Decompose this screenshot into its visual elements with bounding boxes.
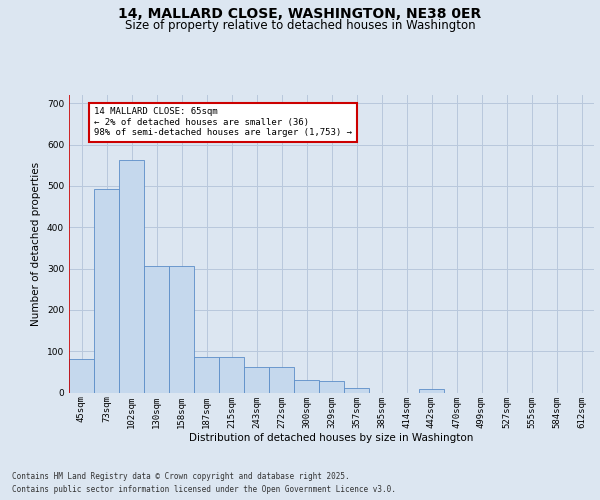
Bar [344, 388, 369, 392]
Bar [144, 266, 169, 392]
Text: Contains HM Land Registry data © Crown copyright and database right 2025.: Contains HM Land Registry data © Crown c… [12, 472, 350, 481]
Bar [94, 189, 119, 392]
Y-axis label: Number of detached properties: Number of detached properties [31, 162, 41, 326]
X-axis label: Distribution of detached houses by size in Washington: Distribution of detached houses by size … [190, 433, 473, 443]
Bar [319, 382, 344, 392]
Text: Size of property relative to detached houses in Washington: Size of property relative to detached ho… [125, 19, 475, 32]
Text: 14 MALLARD CLOSE: 65sqm
← 2% of detached houses are smaller (36)
98% of semi-det: 14 MALLARD CLOSE: 65sqm ← 2% of detached… [94, 108, 352, 137]
Bar [294, 380, 319, 392]
Bar [219, 358, 244, 392]
Bar [269, 367, 294, 392]
Bar [419, 389, 444, 392]
Text: 14, MALLARD CLOSE, WASHINGTON, NE38 0ER: 14, MALLARD CLOSE, WASHINGTON, NE38 0ER [118, 8, 482, 22]
Bar [119, 160, 144, 392]
Bar [244, 367, 269, 392]
Text: Contains public sector information licensed under the Open Government Licence v3: Contains public sector information licen… [12, 485, 396, 494]
Bar [169, 266, 194, 392]
Bar [69, 358, 94, 392]
Bar [194, 358, 219, 392]
